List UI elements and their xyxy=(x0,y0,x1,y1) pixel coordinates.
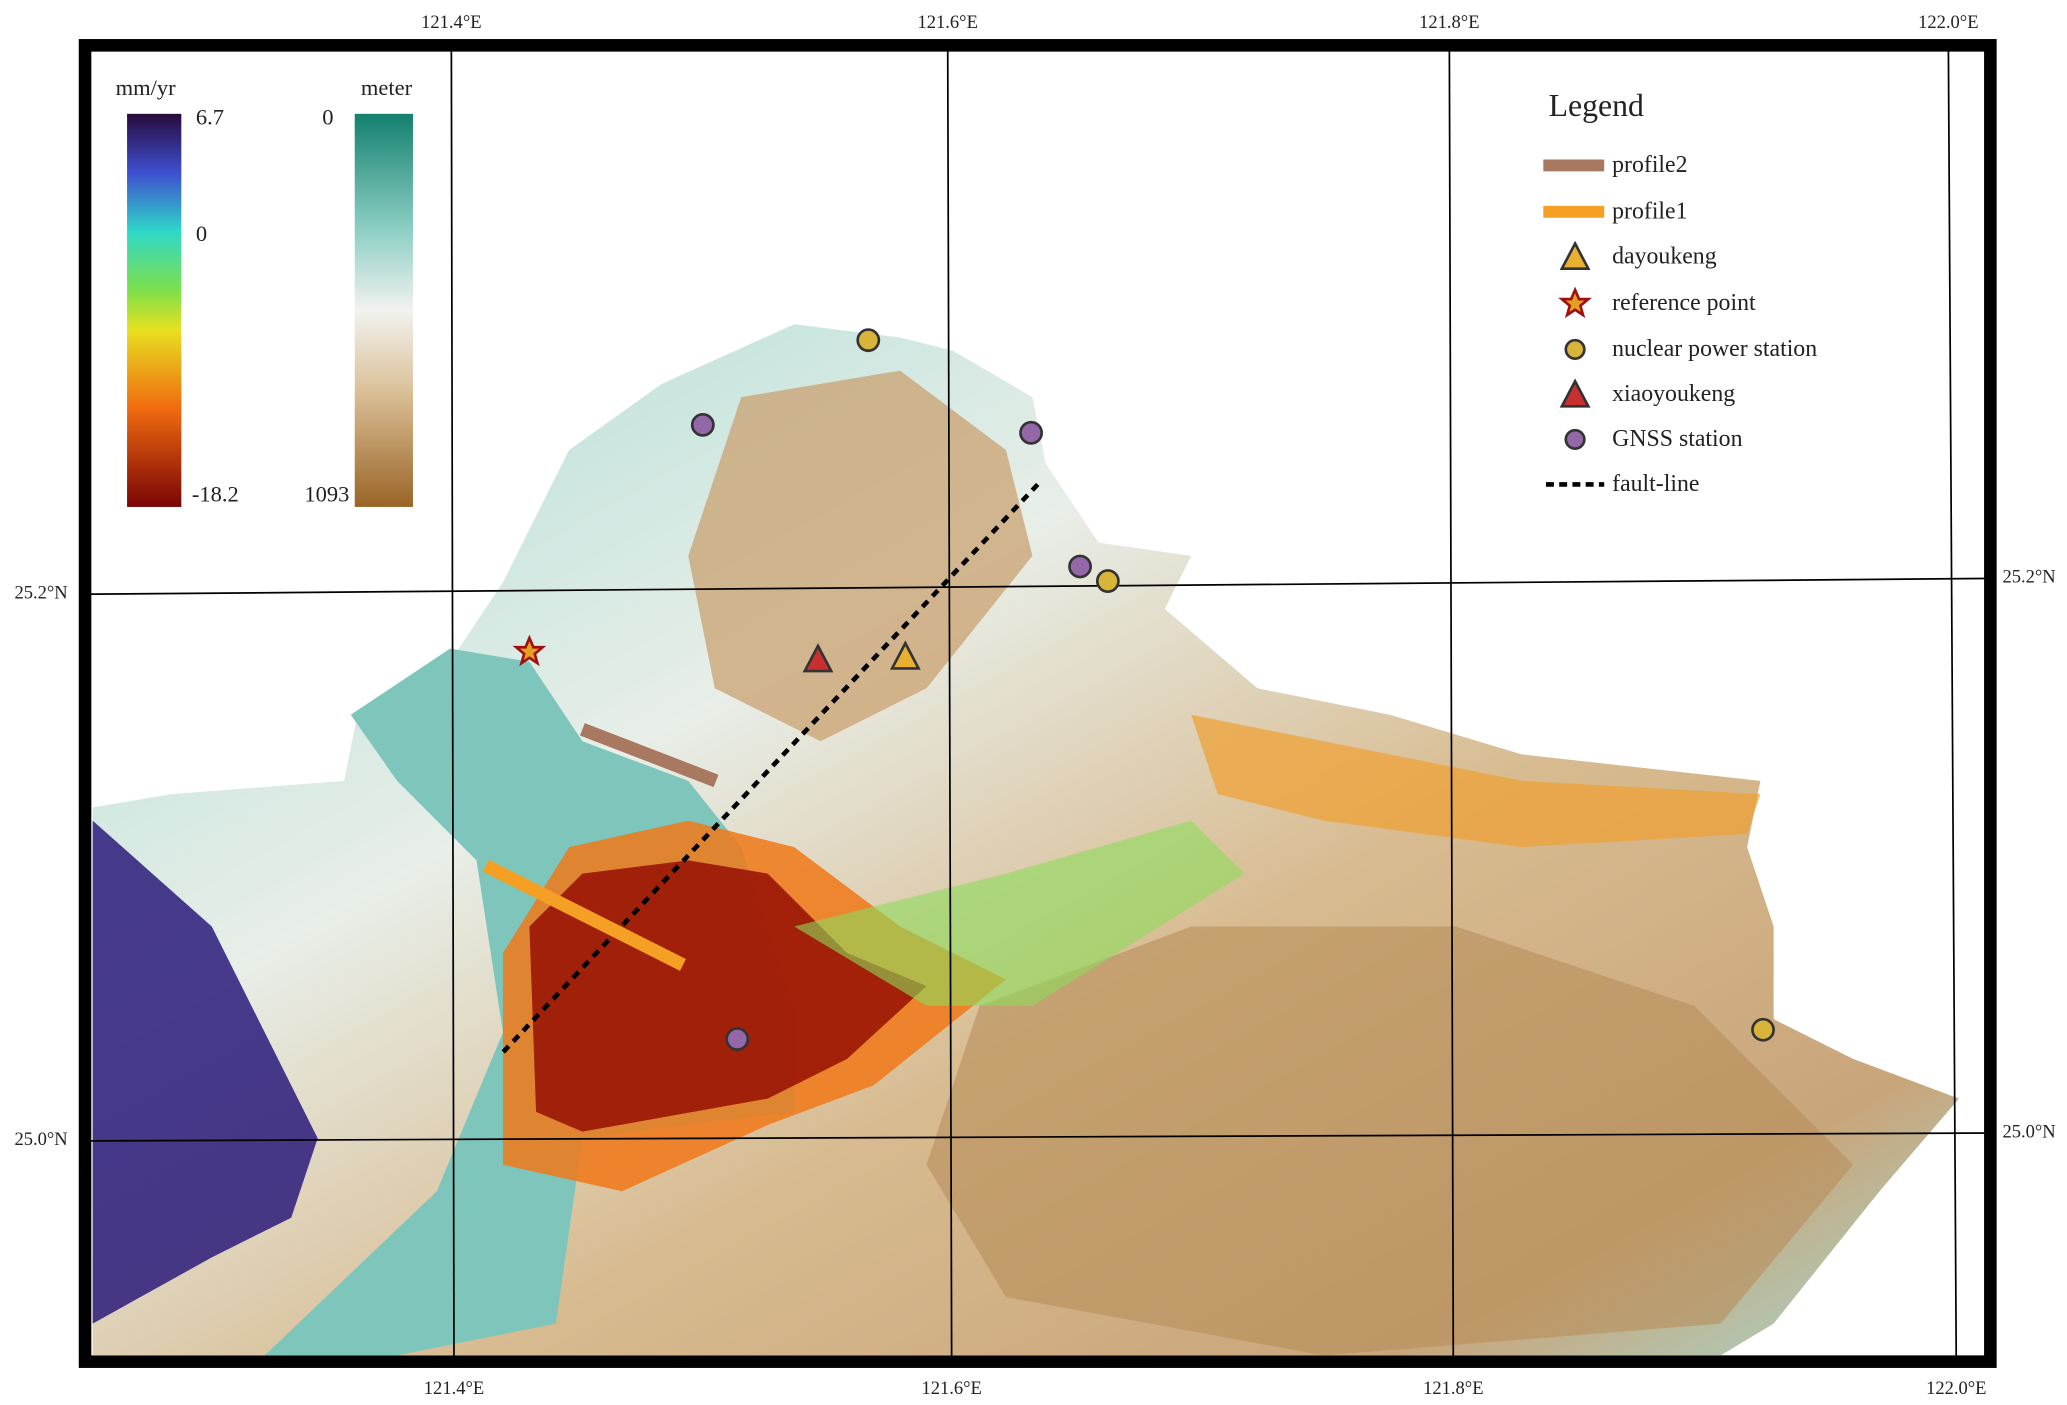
lat-tick-label: 25.2°N xyxy=(2002,567,2055,588)
legend-symbol xyxy=(1559,240,1591,271)
frame-border xyxy=(79,1355,1996,1368)
grid-line xyxy=(450,39,455,1368)
lat-tick-label: 25.0°N xyxy=(14,1129,67,1150)
nuclear-power-station xyxy=(1751,1017,1775,1042)
legend-label: fault-line xyxy=(1612,471,1699,497)
green-zone xyxy=(794,820,1245,1006)
lon-tick-label: 121.8°E xyxy=(1419,12,1479,33)
legend-title: Legend xyxy=(1549,88,1644,123)
grid-line xyxy=(1448,39,1455,1368)
legend-label: reference point xyxy=(1612,290,1756,316)
legend-label: xiaoyoukeng xyxy=(1612,381,1735,407)
legend-label: nuclear power station xyxy=(1612,336,1817,362)
gnss-station xyxy=(1068,554,1092,579)
colorbar-label: -18.2 xyxy=(192,482,239,507)
profile1-line xyxy=(482,859,686,971)
lat-tick-label: 25.2°N xyxy=(14,583,67,604)
frame-border xyxy=(79,39,92,1368)
colorbar-label: 1093 xyxy=(304,482,349,507)
uplift-zone xyxy=(92,820,318,1324)
mountains xyxy=(688,370,1033,742)
legend-label: dayoukeng xyxy=(1612,244,1717,270)
lon-tick-label: 121.6°E xyxy=(921,1378,981,1399)
gnss-station xyxy=(725,1027,750,1051)
lon-tick-label: 121.6°E xyxy=(918,12,978,33)
lon-tick-label: 122.0°E xyxy=(1918,12,1978,33)
legend-symbol xyxy=(1564,428,1586,451)
legend-label: GNSS station xyxy=(1612,426,1742,452)
frame-border xyxy=(1984,39,1996,1368)
xiaoyoukeng-marker xyxy=(802,643,834,673)
nuclear-power-station xyxy=(856,328,881,353)
legend-label: profile1 xyxy=(1612,199,1687,225)
grid-line xyxy=(1947,39,1958,1368)
legend-label: profile2 xyxy=(1612,152,1687,178)
lon-tick-label: 121.4°E xyxy=(424,1378,484,1399)
grid-line xyxy=(79,1132,1996,1142)
subsidence-red xyxy=(529,860,927,1132)
legend-symbol xyxy=(1558,286,1592,319)
elevation-colorbar xyxy=(354,113,413,507)
markers xyxy=(512,328,1775,1051)
grid-line xyxy=(946,39,953,1368)
colorbar-unit: meter xyxy=(361,75,413,100)
graticule xyxy=(79,39,1996,1368)
colorbar-label: 6.7 xyxy=(196,104,224,129)
dayoukeng-marker xyxy=(889,640,921,670)
legend-symbol xyxy=(1564,338,1586,361)
lon-tick-label: 121.8°E xyxy=(1423,1378,1483,1399)
legend-symbol xyxy=(1559,378,1591,408)
colorbar-label: 0 xyxy=(196,221,207,246)
lon-tick-label: 122.0°E xyxy=(1926,1378,1986,1399)
nuclear-power-station xyxy=(1095,569,1120,593)
profile2-line xyxy=(580,723,719,788)
colorbar-label: 0 xyxy=(322,104,333,129)
gnss-station xyxy=(690,412,715,437)
lat-tick-label: 25.0°N xyxy=(2002,1121,2055,1142)
colorbar-unit: mm/yr xyxy=(116,75,177,100)
lon-tick-label: 121.4°E xyxy=(421,12,481,33)
gnss-station xyxy=(1019,420,1043,445)
mountains xyxy=(926,926,1854,1356)
velocity-colorbar xyxy=(127,113,182,507)
reference-point-marker xyxy=(512,634,547,667)
orange-coast xyxy=(1191,714,1761,848)
grid-line xyxy=(79,577,1996,596)
map: mm/yr 6.7 0 -18.2 meter 0 1093 Legend pr… xyxy=(14,12,2055,1399)
frame-border xyxy=(79,39,1996,52)
